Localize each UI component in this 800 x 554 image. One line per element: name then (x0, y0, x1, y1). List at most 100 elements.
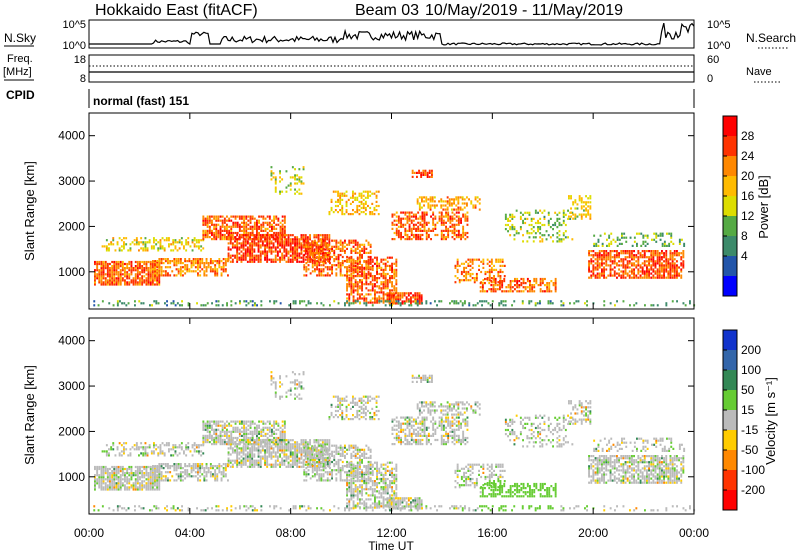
velocity-cell (167, 471, 169, 474)
power-cell (547, 234, 550, 237)
power-cell (539, 240, 542, 243)
power-cell (314, 264, 316, 267)
power-cell (167, 260, 169, 263)
power-cell (478, 264, 480, 267)
power-cell (202, 215, 205, 218)
freq-strip-frame (88, 54, 695, 83)
power-cell (184, 272, 187, 275)
power-cell (442, 208, 445, 211)
power-cell (337, 247, 340, 250)
power-cell (616, 236, 619, 239)
power-cell (497, 281, 500, 284)
power-cell (374, 256, 376, 259)
power-cell (328, 240, 331, 243)
velocity-cell (212, 473, 214, 476)
power-cell (498, 302, 501, 305)
nsky-label: N.Sky (4, 31, 36, 45)
power-cell (521, 302, 524, 305)
power-cell (509, 215, 512, 218)
velocity-cell (136, 486, 139, 489)
power-cell (386, 283, 389, 286)
power-cell (455, 300, 458, 303)
power-cell (412, 215, 415, 218)
power-cell (362, 194, 365, 197)
power-cell (103, 245, 106, 248)
power-cell (522, 280, 525, 283)
velocity-cell (241, 420, 243, 423)
power-cell (266, 227, 269, 230)
power-cell (218, 266, 221, 269)
velocity-cell (170, 454, 173, 457)
power-cell (358, 194, 361, 197)
power-cell (268, 238, 271, 241)
power-cell (543, 215, 546, 218)
power-cell (321, 256, 324, 259)
power-cell (416, 202, 419, 205)
power-cell (369, 258, 372, 261)
power-cell (209, 258, 212, 261)
power-cell (249, 300, 252, 303)
power-cell (345, 190, 348, 193)
power-cell (154, 260, 157, 263)
power-cell (455, 198, 458, 201)
power-cell (273, 217, 275, 220)
power-cell (326, 242, 329, 245)
colorbar-segment (723, 236, 737, 257)
velocity-cell (187, 448, 190, 451)
power-cell (194, 260, 197, 263)
power-cell (117, 262, 120, 266)
power-cell (475, 272, 478, 276)
power-cell (618, 252, 620, 255)
power-cell (236, 248, 239, 251)
power-cell (665, 262, 668, 265)
power-cell (451, 202, 453, 205)
power-cell (234, 238, 237, 241)
power-cell (311, 255, 314, 259)
power-cell (303, 249, 306, 252)
power-cell (451, 231, 454, 235)
power-cell (596, 276, 599, 279)
velocity-cell (102, 486, 105, 489)
power-cell (423, 211, 426, 214)
power-cell (513, 228, 516, 231)
power-cell (415, 215, 417, 218)
power-cell (273, 221, 275, 224)
power-cell (228, 229, 231, 232)
velocity-cell (175, 469, 178, 472)
velocity-cell (109, 484, 111, 487)
power-cell (134, 265, 137, 268)
power-cell (371, 266, 374, 269)
power-cell (438, 219, 441, 222)
power-cell (513, 215, 516, 218)
power-cell (367, 204, 369, 208)
velocity-cell (113, 484, 116, 487)
power-cell (382, 275, 385, 278)
power-cell (322, 247, 325, 250)
velocity-cell (108, 448, 110, 451)
power-cell (302, 166, 305, 169)
power-cell (440, 236, 443, 239)
power-cell (180, 243, 183, 246)
power-cell (419, 223, 422, 226)
velocity-cell (209, 475, 212, 478)
power-cell (391, 281, 393, 284)
velocity-cell (120, 450, 123, 453)
velocity-cell (100, 478, 103, 481)
power-cell (285, 240, 288, 243)
power-cell (187, 237, 190, 240)
power-cell (255, 242, 258, 245)
power-cell (363, 268, 366, 271)
power-cell (356, 241, 359, 244)
power-cell (356, 211, 359, 214)
velocity-cell (151, 472, 154, 475)
power-cell (318, 253, 321, 257)
power-cell (457, 198, 460, 201)
power-cell (188, 260, 191, 263)
velocity-cell (130, 476, 133, 479)
power-cell (499, 264, 502, 267)
power-cell (206, 302, 209, 305)
power-cell (499, 260, 502, 263)
power-cell (149, 281, 152, 284)
power-cell (638, 232, 641, 235)
power-cell (421, 211, 424, 214)
